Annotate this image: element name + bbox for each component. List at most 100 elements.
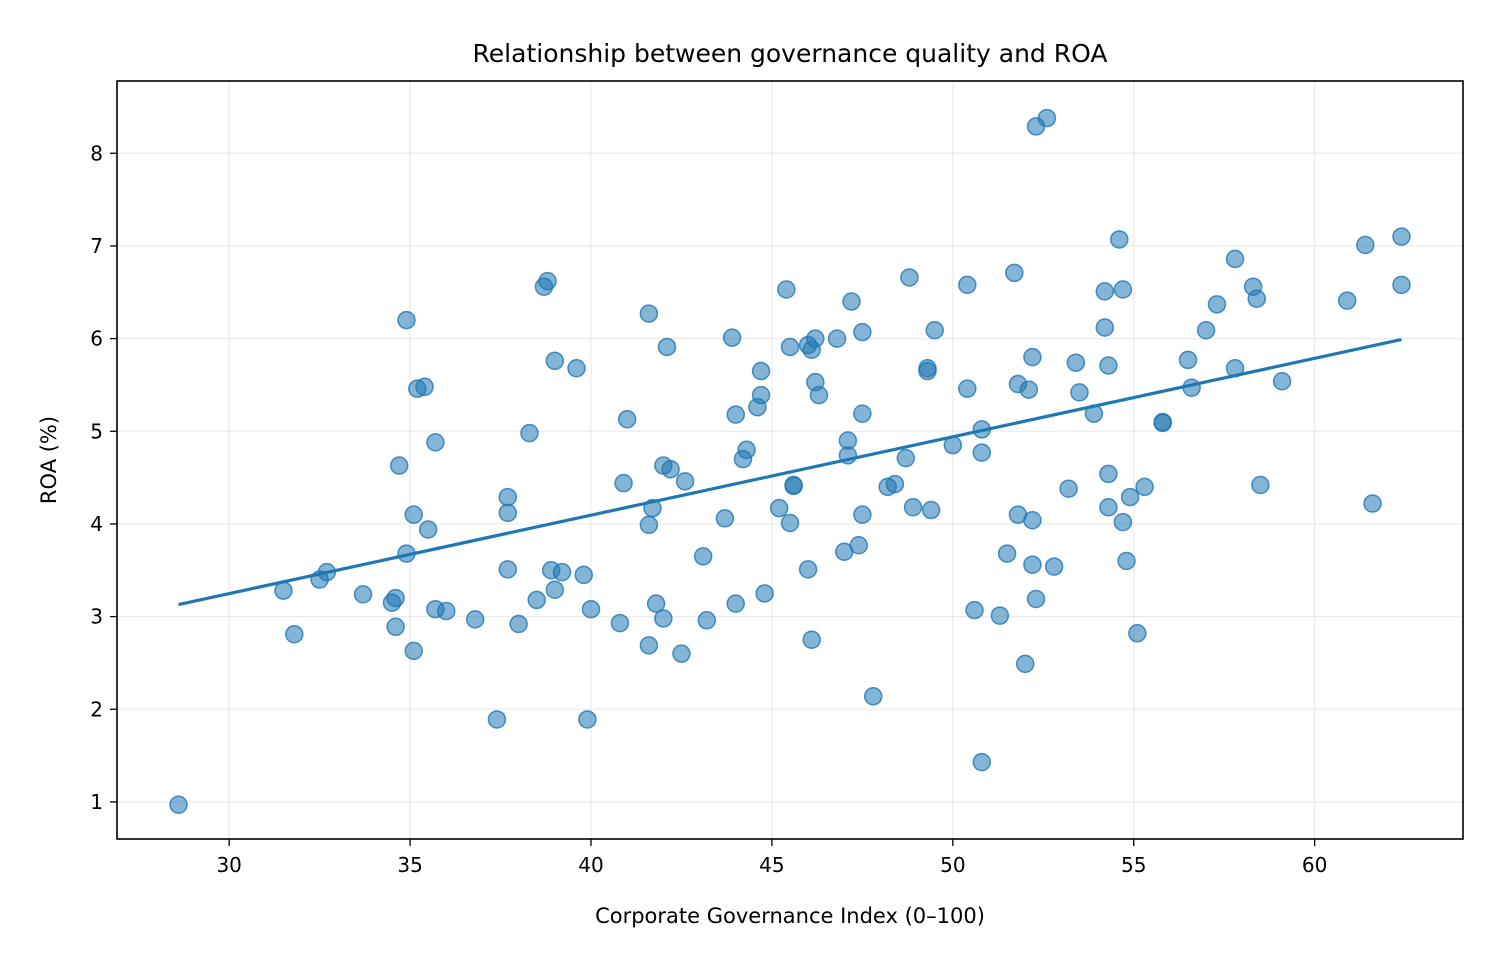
scatter-point — [751, 385, 771, 405]
scatter-point — [614, 473, 633, 493]
scatter-point — [538, 271, 557, 291]
scatter-point — [693, 547, 713, 566]
scatter-point — [1037, 108, 1057, 128]
x-tick-label: 35 — [397, 853, 422, 877]
scatter-point — [918, 359, 937, 378]
scatter-point — [610, 613, 630, 633]
scatter-point — [755, 584, 774, 603]
scatter-point — [853, 404, 872, 423]
scatter-point — [498, 503, 518, 523]
scatter-point — [1066, 353, 1086, 372]
scatter-point — [863, 687, 883, 706]
scatter-point — [1070, 383, 1089, 402]
scatter-point — [751, 361, 771, 381]
scatter-point — [1196, 321, 1216, 340]
scatter-point — [285, 624, 304, 644]
scatter-point — [578, 710, 597, 729]
scatter-point — [675, 472, 695, 491]
trendline — [178, 337, 1402, 607]
scatter-point — [1023, 555, 1042, 574]
scatter-point — [418, 520, 438, 539]
scatter-point — [737, 440, 756, 460]
scatter-point — [806, 329, 825, 348]
scatter-point — [581, 599, 601, 619]
x-tick-label: 50 — [940, 853, 965, 877]
scatter-point — [415, 377, 434, 397]
scatter-point — [509, 614, 528, 634]
scatter-point — [958, 275, 977, 295]
scatter-point — [1135, 477, 1154, 497]
y-tick-label: 8 — [90, 141, 103, 165]
scatter-point — [1272, 371, 1292, 391]
scatter-point — [487, 710, 507, 729]
chart-title: Relationship between governance quality … — [473, 39, 1108, 68]
scatter-point — [1247, 289, 1267, 309]
scatter-point — [997, 544, 1017, 563]
scatter-point — [552, 562, 572, 582]
scatter-point — [1099, 498, 1118, 517]
scatter-point — [353, 585, 373, 604]
scatter-point — [657, 337, 677, 357]
scatter-point — [1392, 275, 1411, 295]
scatter-point — [639, 515, 659, 535]
scatter-point — [842, 292, 861, 311]
scatter-point — [1044, 557, 1064, 576]
scatter-point — [1099, 356, 1118, 375]
scatter-point — [809, 385, 829, 405]
scatter-point — [896, 448, 916, 468]
scatter-point — [1363, 494, 1382, 513]
trendline-group — [178, 337, 1402, 607]
scatter-point — [1117, 551, 1136, 571]
scatter-point — [426, 433, 445, 452]
scatter-point — [672, 644, 691, 663]
y-axis-label: ROA (%) — [37, 416, 61, 504]
scatter-point — [404, 505, 423, 524]
scatter-point — [900, 268, 919, 287]
scatter-point — [389, 456, 409, 475]
scatter-point — [520, 423, 539, 443]
y-tick-label: 7 — [90, 234, 103, 258]
scatter-point — [1113, 512, 1133, 532]
y-tick-label: 4 — [90, 512, 103, 536]
scatter-point — [639, 636, 659, 655]
scatter-point — [990, 606, 1010, 625]
scatter-point — [1207, 295, 1227, 314]
scatter-point — [1110, 230, 1129, 249]
scatter-point — [1337, 291, 1357, 310]
y-tick-label: 1 — [90, 790, 103, 814]
y-tick-label: 2 — [90, 697, 103, 721]
scatter-point — [498, 487, 518, 507]
x-tick-label: 45 — [759, 853, 784, 877]
scatter-point — [465, 610, 485, 629]
scatter-point — [697, 611, 717, 630]
x-tick-label: 30 — [216, 853, 241, 877]
x-axis-label: Corporate Governance Index (0–100) — [595, 904, 985, 928]
scatter-point — [1120, 487, 1140, 507]
plot-frame — [116, 80, 1464, 840]
scatter-point — [965, 600, 984, 620]
scatter-point — [1015, 654, 1035, 674]
scatter-point — [853, 505, 872, 524]
scatter-point — [654, 609, 673, 628]
scatter-point — [715, 509, 735, 528]
scatter-point — [1023, 347, 1042, 367]
scatter-point — [1153, 413, 1172, 433]
scatter-point — [1026, 589, 1046, 609]
scatter-point — [404, 641, 423, 661]
scatter-point — [780, 337, 800, 357]
scatter-point — [1251, 475, 1270, 495]
scatter-point — [617, 409, 637, 429]
scatter-point — [567, 359, 586, 378]
x-tick-label: 55 — [1121, 853, 1146, 877]
scatter-point — [777, 280, 796, 299]
scatter-point — [437, 601, 456, 621]
scatter-point — [1095, 282, 1115, 301]
scatter-point — [1392, 227, 1411, 246]
scatter-point — [853, 322, 872, 342]
scatter-point — [1356, 235, 1375, 255]
scatter-point — [769, 498, 789, 518]
scatter-point — [802, 630, 821, 650]
scatter-point — [646, 594, 666, 613]
